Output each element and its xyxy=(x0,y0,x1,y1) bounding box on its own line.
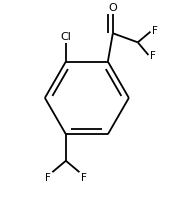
Text: Cl: Cl xyxy=(60,32,71,42)
Text: F: F xyxy=(45,173,51,183)
Text: F: F xyxy=(81,173,86,183)
Text: O: O xyxy=(108,3,117,13)
Text: F: F xyxy=(150,51,155,61)
Text: F: F xyxy=(152,26,157,36)
